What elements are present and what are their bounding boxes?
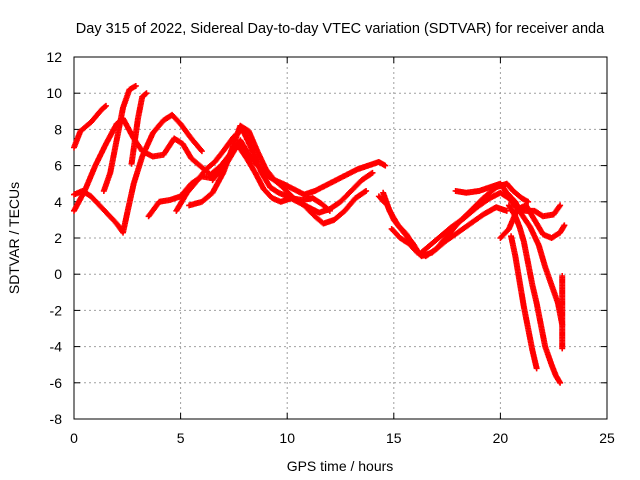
- data-point: [101, 103, 108, 110]
- x-tick-label: 5: [177, 430, 185, 446]
- y-tick-label: -6: [50, 375, 63, 391]
- grid-lines: [74, 57, 607, 419]
- series-track-d: [100, 82, 139, 194]
- x-tick-label: 25: [599, 430, 615, 446]
- tick-marks: [73, 56, 608, 420]
- y-tick-label: 8: [54, 121, 62, 137]
- y-tick-label: -4: [50, 339, 63, 355]
- series-track-i: [209, 142, 333, 214]
- data-point: [369, 169, 376, 176]
- data-points: [71, 82, 568, 386]
- x-tick-label: 0: [70, 430, 78, 446]
- x-tick-label: 20: [493, 430, 509, 446]
- series-track-a: [71, 102, 109, 151]
- data-point: [557, 202, 564, 209]
- data-point: [557, 379, 564, 386]
- x-axis-label: GPS time / hours: [287, 458, 394, 474]
- data-point: [533, 365, 540, 372]
- data-point: [363, 187, 370, 194]
- series-track-b: [71, 115, 222, 214]
- data-point: [561, 222, 568, 229]
- data-point: [503, 207, 510, 214]
- y-tick-labels: -8 -6 -4 -2 0 2 4 6 8 10 12: [46, 49, 62, 427]
- data-point: [132, 82, 139, 89]
- data-point: [102, 102, 109, 109]
- y-tick-label: 6: [54, 158, 62, 174]
- series-track-c: [71, 111, 205, 236]
- data-point: [368, 170, 375, 177]
- data-point: [143, 90, 150, 97]
- data-point: [142, 91, 149, 98]
- y-tick-label: -2: [50, 302, 63, 318]
- data-point: [197, 146, 204, 153]
- chart-title: Day 315 of 2022, Sidereal Day-to-day VTE…: [76, 21, 605, 37]
- series-track-e: [128, 90, 150, 167]
- series-track-q: [559, 273, 566, 352]
- x-tick-label: 10: [279, 430, 295, 446]
- data-point: [198, 148, 205, 155]
- data-point: [326, 207, 333, 214]
- series-track-p: [497, 202, 568, 241]
- y-tick-label: 2: [54, 230, 62, 246]
- y-tick-label: 4: [54, 194, 62, 210]
- data-point: [525, 198, 532, 205]
- series-track-o: [508, 233, 540, 372]
- y-tick-label: -8: [50, 411, 63, 427]
- series-track-l: [375, 189, 564, 258]
- y-axis-label: SDTVAR / TECUs: [6, 182, 22, 294]
- y-tick-label: 0: [54, 266, 62, 282]
- data-point: [361, 188, 368, 195]
- series-track-n: [505, 202, 564, 386]
- data-point: [559, 273, 566, 280]
- x-tick-label: 15: [386, 430, 402, 446]
- x-tick-labels: 0 5 10 15 20 25: [70, 430, 615, 446]
- y-tick-label: 12: [46, 49, 62, 65]
- data-point: [382, 162, 389, 169]
- y-tick-label: 10: [46, 85, 62, 101]
